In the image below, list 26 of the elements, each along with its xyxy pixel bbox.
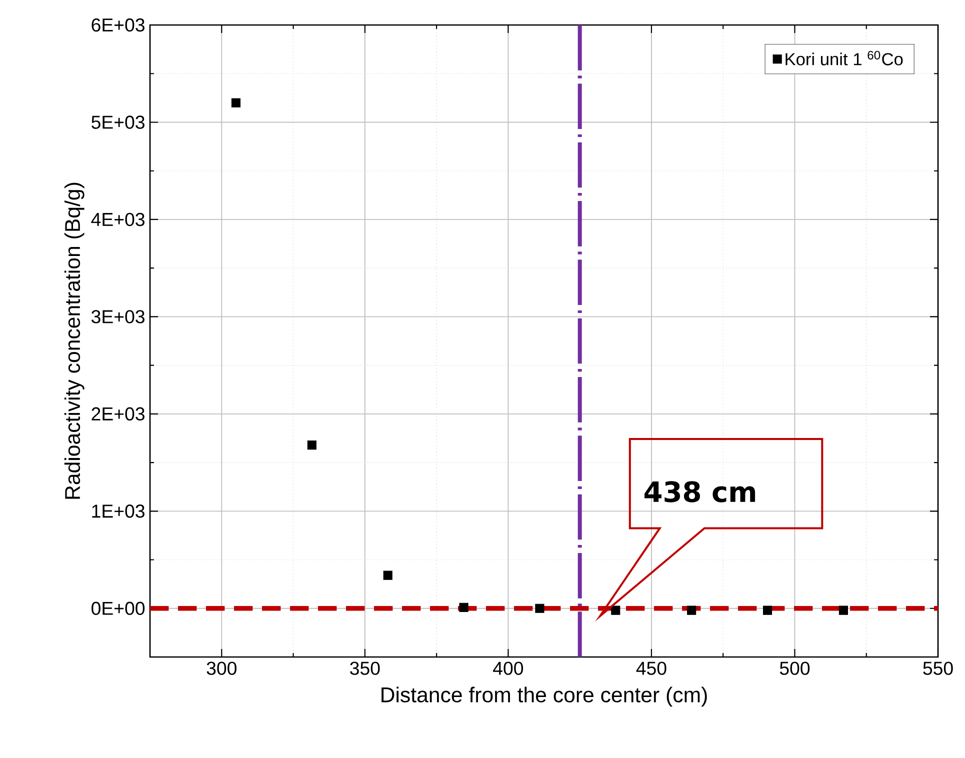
x-tick-label: 350 (350, 662, 380, 675)
point (838, 606, 848, 615)
point (611, 606, 620, 615)
y-tick-label: 0E+00 (92, 602, 145, 615)
legend-label: Kori unit 1 $^{60}$Co (786, 50, 903, 66)
point (535, 604, 544, 613)
point (383, 570, 392, 580)
point (307, 440, 316, 450)
point (687, 606, 696, 615)
annotation: 438 cm (644, 481, 756, 502)
y-tick-label: 4E+03 (91, 212, 144, 226)
y-tick-label: 2E+03 (92, 407, 144, 421)
x-tick-label: 450 (636, 662, 666, 675)
x-axis-title: Distance from the core center (cm) (382, 686, 707, 707)
y-tick-label: 5E+03 (92, 116, 144, 129)
x-tick-label: 400 (493, 662, 524, 675)
x-tick-label: 500 (780, 662, 810, 675)
x-tick-label: 550 (923, 662, 953, 675)
point (231, 98, 240, 108)
y-tick-label: 3E+03 (92, 310, 144, 324)
point (459, 602, 468, 612)
y-tick-label: 6E+03 (92, 18, 144, 32)
point (762, 606, 772, 615)
y-tick-label: 1E+03 (92, 504, 144, 518)
x-tick-label: 300 (206, 662, 236, 675)
y-axis-title: Radioactivity concentration (Bq/g) (64, 182, 84, 499)
